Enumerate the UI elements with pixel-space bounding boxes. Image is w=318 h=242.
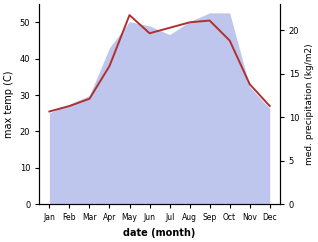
X-axis label: date (month): date (month) <box>123 228 196 238</box>
Y-axis label: max temp (C): max temp (C) <box>4 70 14 138</box>
Y-axis label: med. precipitation (kg/m2): med. precipitation (kg/m2) <box>305 43 314 165</box>
